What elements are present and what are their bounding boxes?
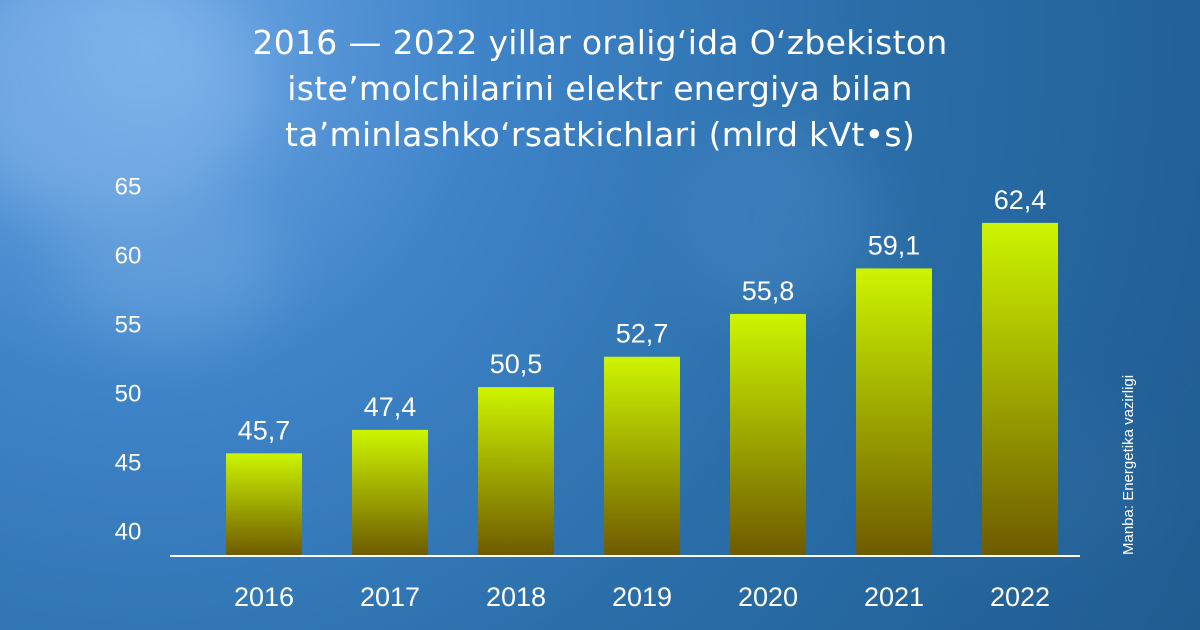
data-label: 55,8 xyxy=(742,276,795,306)
data-label: 50,5 xyxy=(490,349,543,379)
bar-2022 xyxy=(982,222,1058,556)
background-glow xyxy=(60,190,280,340)
x-tick-label: 2017 xyxy=(360,582,420,612)
x-tick-label: 2022 xyxy=(990,582,1050,612)
x-tick-label: 2016 xyxy=(234,582,294,612)
y-tick-label: 65 xyxy=(115,174,142,201)
x-tick-label: 2019 xyxy=(612,582,672,612)
chart-title-line: iste’molchilarini elektr energiya bilan xyxy=(287,69,913,108)
bar-2021 xyxy=(856,268,932,556)
bars xyxy=(226,222,1058,556)
x-axis: 2016 2017 2018 2019 2020 2021 2022 xyxy=(234,582,1050,612)
x-tick-label: 2018 xyxy=(486,582,546,612)
bar-2020 xyxy=(730,313,806,556)
bar-2018 xyxy=(478,387,554,556)
data-label: 59,1 xyxy=(868,230,921,260)
chart-title: 2016 — 2022 yillar oralig‘ida O‘zbekisto… xyxy=(100,20,1100,158)
x-tick-label: 2020 xyxy=(738,582,798,612)
data-label: 62,4 xyxy=(994,185,1047,215)
background-glow xyxy=(680,120,880,320)
y-axis: 40 45 50 55 60 65 xyxy=(115,174,142,546)
data-label: 47,4 xyxy=(364,392,417,422)
chart-title-line: ta’minlashko‘rsatkichlari (mlrd kVt•s) xyxy=(284,115,916,154)
y-tick-label: 55 xyxy=(115,312,142,339)
chart-title-line: 2016 — 2022 yillar oralig‘ida O‘zbekisto… xyxy=(252,23,948,62)
bar-2016 xyxy=(226,453,302,556)
y-tick-label: 40 xyxy=(115,519,142,546)
bar-2017 xyxy=(352,429,428,556)
x-tick-label: 2021 xyxy=(864,582,924,612)
source-note: Manba: Energetika vazirligi xyxy=(1120,374,1137,555)
data-label: 45,7 xyxy=(238,415,291,445)
y-tick-label: 50 xyxy=(115,381,142,408)
y-tick-label: 60 xyxy=(115,243,142,270)
data-label: 52,7 xyxy=(616,319,669,349)
data-labels: 45,7 47,4 50,5 52,7 55,8 59,1 62,4 xyxy=(238,185,1047,445)
bar-2019 xyxy=(604,356,680,556)
y-tick-label: 45 xyxy=(115,450,142,477)
